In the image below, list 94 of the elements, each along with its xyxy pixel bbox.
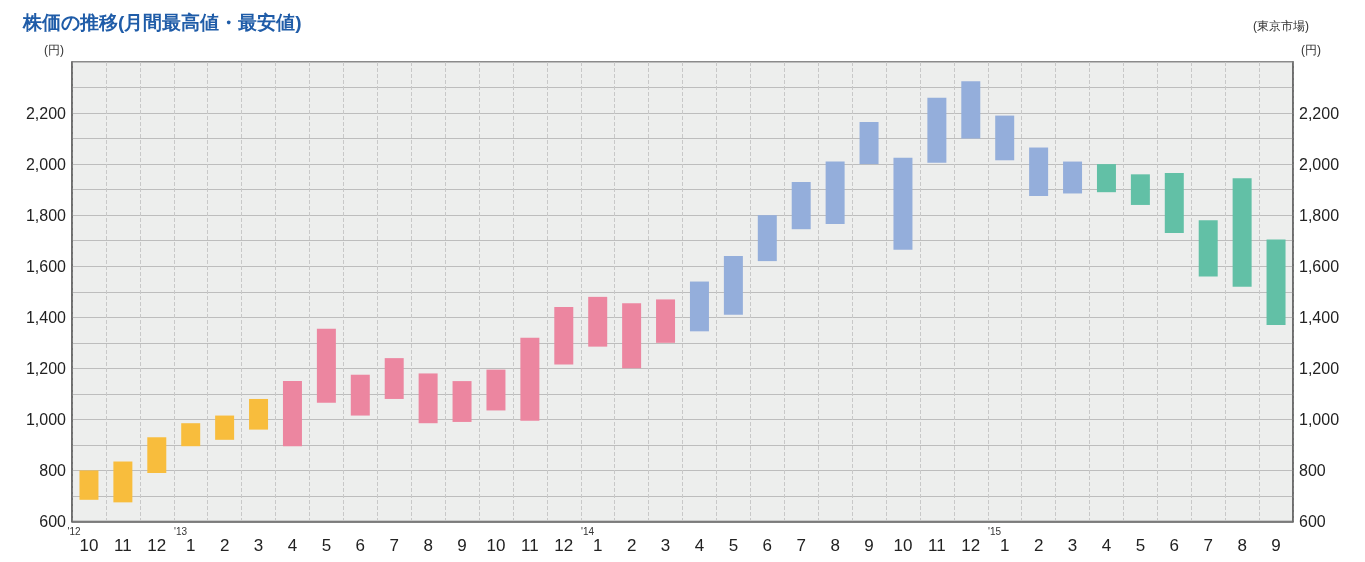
y2-tick-label: 2,000 xyxy=(1299,155,1340,173)
bar xyxy=(622,303,642,369)
bar xyxy=(1164,173,1184,234)
bar xyxy=(1096,164,1116,193)
x-tick-label: 9 xyxy=(1271,536,1281,555)
y2-tick-label: 1,000 xyxy=(1299,410,1340,428)
bar xyxy=(486,369,506,411)
y-tick-label: 1,400 xyxy=(25,308,67,326)
bar xyxy=(249,398,269,430)
y2-tick-label: 800 xyxy=(1299,461,1326,479)
bar xyxy=(1063,161,1083,194)
bar xyxy=(79,470,99,500)
bar xyxy=(588,296,608,347)
y2-tick-label: 1,800 xyxy=(1299,206,1340,224)
bar xyxy=(927,97,947,163)
x-tick-label: 2 xyxy=(219,536,230,555)
bar xyxy=(757,215,777,262)
bar xyxy=(282,381,302,447)
x-tick-label: '14 1 xyxy=(580,525,603,555)
x-tick-label: 2 xyxy=(1033,536,1044,555)
x-tick-label: '13 1 xyxy=(173,525,196,555)
y-tick-label: 1,800 xyxy=(25,206,67,224)
y2-tick-label: 1,200 xyxy=(1299,359,1340,377)
bar xyxy=(1029,147,1049,197)
y-tick-label: 2,000 xyxy=(25,155,67,173)
x-tick-label: 11 xyxy=(928,536,946,555)
chart-title: 株価の推移(月間最高値・最安値) xyxy=(22,12,302,33)
bar xyxy=(859,121,879,165)
bar xyxy=(825,161,845,225)
bar xyxy=(350,374,370,416)
bar xyxy=(1198,220,1218,277)
x-tick-label: 9 xyxy=(457,536,467,555)
y-tick-label: 800 xyxy=(39,461,67,479)
x-tick-label: '12 10 xyxy=(67,525,99,555)
x-tick-label: 4 xyxy=(694,536,705,555)
bar xyxy=(1232,178,1252,287)
text: (東京市場) xyxy=(1253,19,1310,33)
bar xyxy=(181,423,201,447)
x-tick-label: 6 xyxy=(762,536,773,555)
x-tick-label: 2 xyxy=(626,536,637,555)
x-tick-label: 12 xyxy=(147,536,167,555)
bar xyxy=(554,307,574,365)
y2-tick-label: 1,600 xyxy=(1299,257,1340,275)
x-tick-label: 8 xyxy=(830,536,840,555)
x-tick-label: 3 xyxy=(253,536,264,555)
y-tick-label: 1,200 xyxy=(25,359,67,377)
bar xyxy=(147,437,167,473)
y-tick-label: 1,000 xyxy=(25,410,67,428)
bar xyxy=(215,415,235,440)
x-tick-label: 7 xyxy=(1203,536,1213,555)
x-tick-label: 3 xyxy=(1067,536,1078,555)
x-tick-label: 7 xyxy=(389,536,399,555)
x-tick-label: 6 xyxy=(355,536,366,555)
y2-axis-title: (円) xyxy=(1301,43,1321,57)
x-tick-label: 8 xyxy=(423,536,433,555)
x-tick-label: 4 xyxy=(287,536,298,555)
y-tick-label: 600 xyxy=(39,513,67,530)
bar xyxy=(452,381,472,422)
x-tick-label: 5 xyxy=(321,536,332,555)
x-tick-label: 9 xyxy=(864,536,874,555)
bar xyxy=(113,461,133,503)
x-tick-label: 6 xyxy=(1169,536,1180,555)
bar xyxy=(893,157,913,250)
y-tick-label: 2,200 xyxy=(25,104,67,122)
y2-tick-label: 1,400 xyxy=(1299,308,1340,326)
bar xyxy=(689,281,709,332)
x-tick-label: 5 xyxy=(1135,536,1146,555)
bar xyxy=(995,115,1015,161)
x-tick-label: 11 xyxy=(114,536,132,555)
x-tick-label: 7 xyxy=(796,536,806,555)
x-tick-label: 11 xyxy=(521,536,539,555)
bar xyxy=(656,299,676,343)
x-tick-label: 8 xyxy=(1237,536,1247,555)
bar xyxy=(384,358,404,399)
bar xyxy=(723,256,743,315)
bar xyxy=(520,337,540,421)
y2-tick-label: 2,200 xyxy=(1299,104,1340,122)
x-tick-label: '15 1 xyxy=(987,525,1010,555)
bar xyxy=(418,373,438,424)
x-tick-label: 5 xyxy=(728,536,739,555)
y2-tick-label: 600 xyxy=(1299,513,1326,530)
bar xyxy=(961,81,981,139)
x-tick-label: 12 xyxy=(961,536,981,555)
x-tick-label: 3 xyxy=(660,536,671,555)
bar xyxy=(791,181,811,230)
bar xyxy=(1130,174,1150,205)
bar xyxy=(316,328,336,403)
y-axis-title: (円) xyxy=(44,43,64,57)
x-tick-label: 4 xyxy=(1101,536,1112,555)
x-tick-label: 10 xyxy=(893,536,913,555)
bar xyxy=(1266,239,1286,325)
x-tick-label: 10 xyxy=(486,536,506,555)
x-tick-label: 12 xyxy=(554,536,574,555)
y-tick-label: 1,600 xyxy=(25,257,67,275)
